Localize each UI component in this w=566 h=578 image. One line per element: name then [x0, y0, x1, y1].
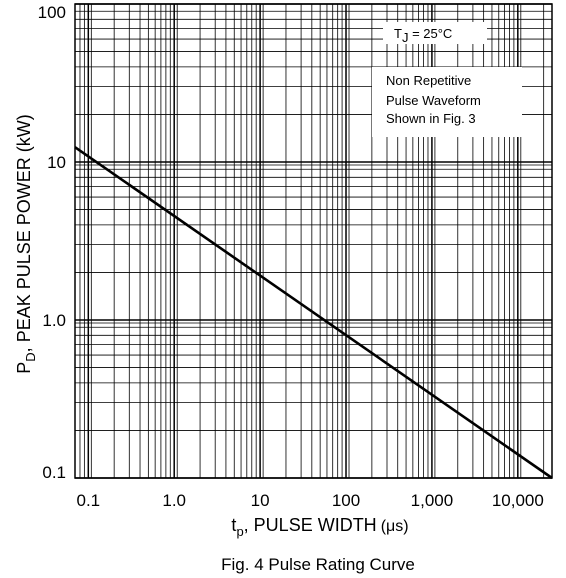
x-tick-label: 100: [332, 491, 360, 510]
x-axis-label: tp, PULSE WIDTH (μs): [231, 515, 408, 539]
waveform-note: Non Repetitive Pulse Waveform Shown in F…: [372, 67, 522, 137]
y-tick-label: 100: [38, 3, 66, 22]
y-tick-label: 10: [47, 153, 66, 172]
y-tick-label: 0.1: [42, 463, 66, 482]
note-line-2: Pulse Waveform: [386, 93, 481, 108]
x-tick-labels: 0.1 1.0 10 100 1,000 10,000: [76, 491, 543, 510]
y-tick-labels: 0.1 1.0 10 100: [38, 3, 66, 482]
x-tick-label: 0.1: [76, 491, 100, 510]
plot-series: [74, 146, 553, 480]
note-line-3: Shown in Fig. 3: [386, 111, 476, 126]
temperature-label: TJ = 25°C: [394, 26, 452, 45]
temperature-annotation: TJ = 25°C: [383, 22, 487, 45]
series-line: [74, 146, 553, 480]
plot-frame: [74, 3, 553, 479]
plot-grid: [74, 3, 552, 479]
x-tick-label: 10: [251, 491, 270, 510]
note-line-1: Non Repetitive: [386, 73, 471, 88]
x-tick-label: 10,000: [492, 491, 544, 510]
y-tick-label: 1.0: [42, 311, 66, 330]
x-tick-label: 1,000: [411, 491, 454, 510]
figure-caption: Fig. 4 Pulse Rating Curve: [221, 555, 415, 574]
x-tick-label: 1.0: [162, 491, 186, 510]
y-axis-label: PD, PEAK PULSE POWER (kW): [14, 114, 38, 373]
